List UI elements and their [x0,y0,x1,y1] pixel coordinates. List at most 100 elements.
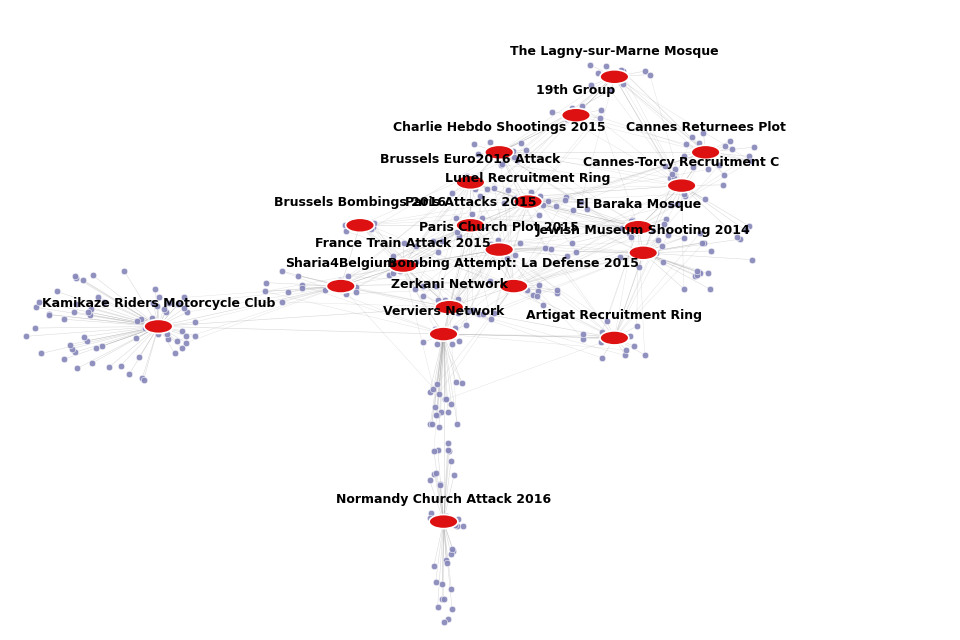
Text: Cannes-Torcy Recruitment C: Cannes-Torcy Recruitment C [584,156,780,169]
Point [508,193,523,203]
Point [137,323,153,333]
Point [167,348,182,358]
Point [159,328,175,339]
Point [101,362,116,372]
Point [294,280,309,290]
Point [561,113,576,123]
Ellipse shape [629,246,658,260]
Point [435,579,450,589]
Point [439,558,454,568]
Point [423,508,439,518]
Point [509,154,524,164]
Point [431,422,446,433]
Point [637,66,653,76]
Point [444,544,460,554]
Ellipse shape [144,319,173,333]
Point [433,407,448,417]
Point [416,291,431,301]
Point [430,445,445,456]
Point [427,468,443,479]
Point [444,548,459,559]
Point [444,399,459,410]
Point [564,238,579,248]
Point [444,584,459,595]
Point [491,235,506,245]
Point [116,266,132,276]
Point [280,287,296,297]
Point [499,253,515,263]
Point [439,394,454,404]
Point [648,248,663,258]
Point [350,216,366,226]
Point [85,270,101,280]
Point [27,323,42,333]
Text: Verviers Network: Verviers Network [383,305,504,318]
Point [431,246,446,257]
Point [594,326,610,337]
Point [621,228,636,238]
Point [429,379,444,389]
Ellipse shape [514,195,542,209]
Point [656,257,671,267]
Point [460,171,475,181]
Point [428,282,444,292]
Point [738,225,754,236]
Point [64,344,80,354]
Point [568,246,584,257]
Point [84,358,100,369]
Point [624,215,639,225]
Point [696,237,711,248]
Point [438,295,453,305]
Point [75,275,90,285]
Point [549,288,564,298]
Point [338,220,353,230]
Point [381,269,396,280]
Point [257,286,273,296]
Point [651,235,666,245]
Point [676,284,691,294]
Point [536,200,551,210]
Point [684,131,700,141]
Point [590,68,606,78]
Ellipse shape [456,218,485,232]
Point [113,360,129,371]
Point [560,114,575,124]
Point [90,292,106,302]
Point [444,188,460,198]
Text: Cannes Returnees Plot: Cannes Returnees Plot [626,122,785,134]
Point [444,604,460,614]
Point [494,159,510,169]
Point [427,324,443,334]
Point [579,204,594,214]
Ellipse shape [600,331,629,345]
Point [174,342,189,353]
Point [76,332,91,342]
Point [628,251,643,261]
Point [658,214,673,224]
Point [532,210,547,220]
Point [513,138,528,148]
Point [629,321,644,332]
Point [416,337,431,348]
Point [642,69,658,79]
Point [500,184,516,195]
Point [614,223,630,233]
Point [171,299,186,309]
Point [332,275,348,285]
Ellipse shape [667,179,696,193]
Point [454,378,469,388]
Point [446,470,462,481]
Point [604,84,619,95]
Point [450,307,466,317]
Point [318,285,333,295]
Text: Sharia4Belgium: Sharia4Belgium [285,257,396,270]
Point [430,410,445,420]
Point [439,556,454,566]
Point [150,301,165,311]
Point [472,191,488,202]
Point [655,241,670,251]
Ellipse shape [326,279,355,293]
Point [487,308,502,318]
Text: Kamikaze Riders Motorcycle Club: Kamikaze Riders Motorcycle Club [41,298,276,310]
Point [558,192,573,202]
